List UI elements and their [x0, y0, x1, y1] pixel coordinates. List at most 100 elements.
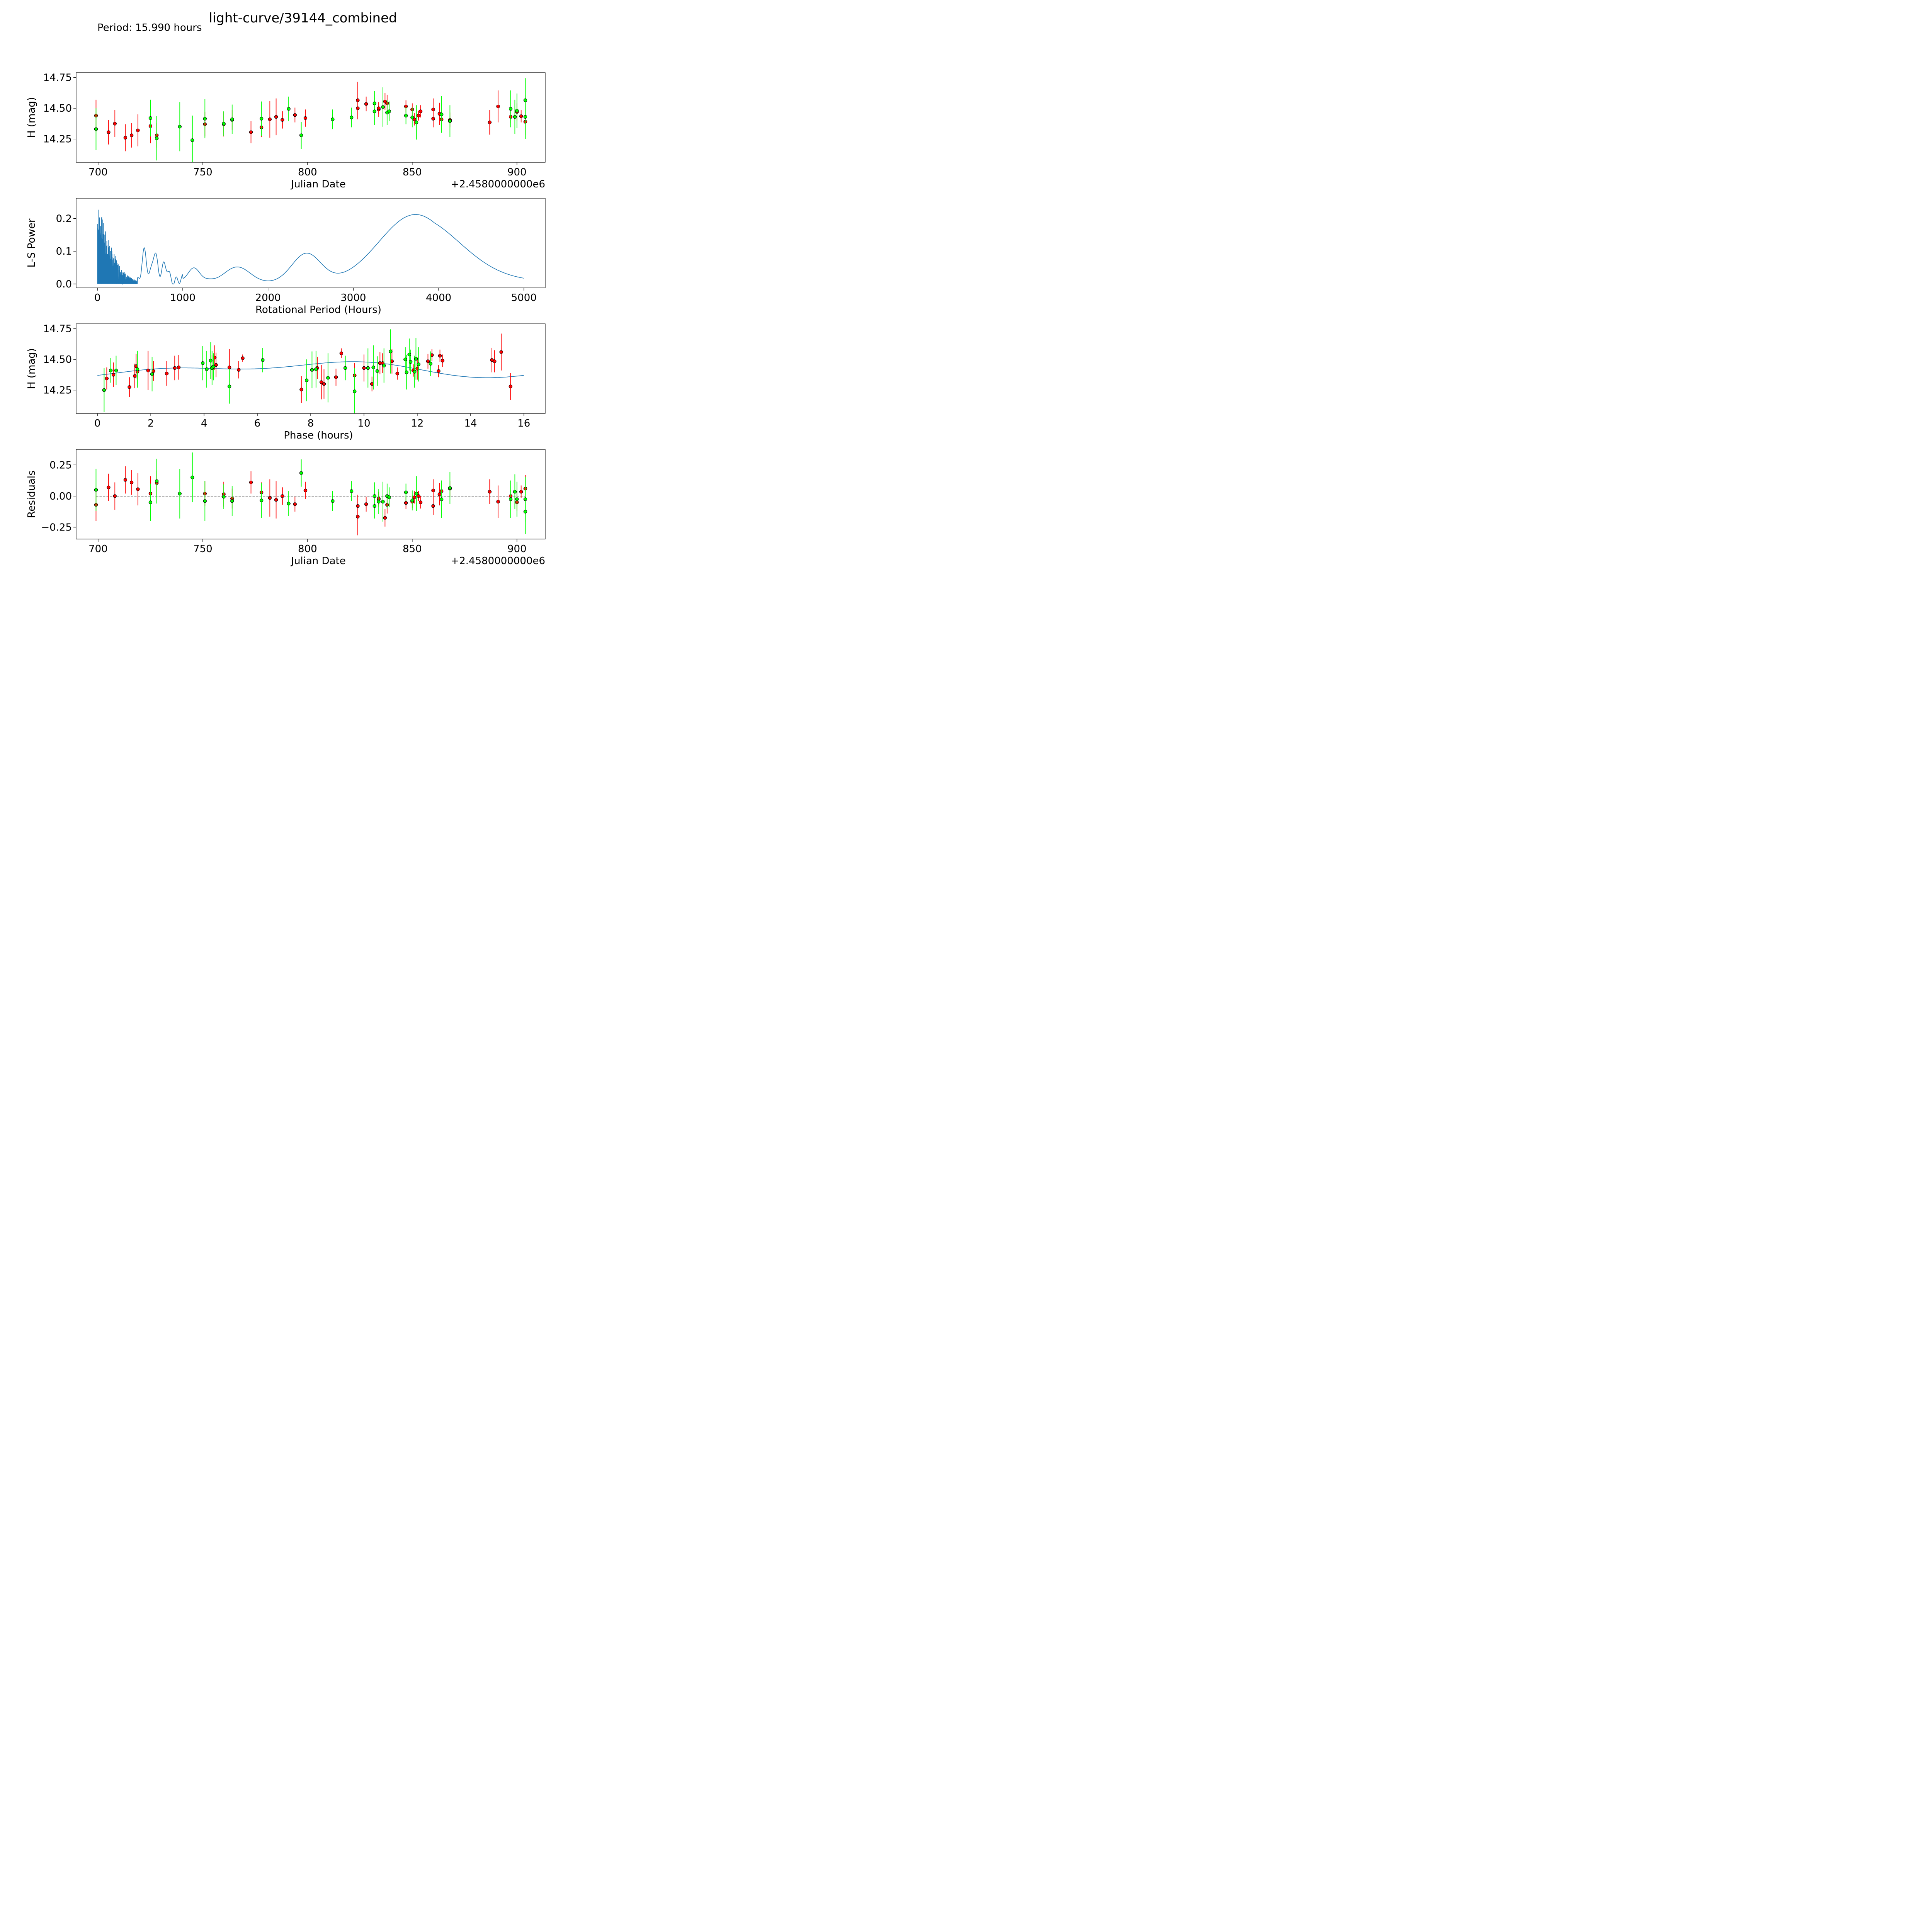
- residuals-offset-text: +2.4580000000e6: [451, 555, 545, 567]
- lightcurve-green-point: [372, 101, 376, 105]
- lightcurve-green-point: [222, 122, 226, 126]
- figure-title: light-curve/39144_combined: [209, 10, 397, 26]
- residuals-green-point: [331, 499, 335, 503]
- phasefold-red-point: [334, 375, 338, 379]
- periodogram-ytick-label: 0.0: [56, 279, 72, 290]
- periodogram-xtick-label: 1000: [170, 292, 196, 304]
- residuals-green-point: [377, 500, 381, 504]
- figure: light-curve/39144_combined Period: 15.99…: [0, 0, 606, 606]
- residuals-green-point: [410, 498, 414, 502]
- lightcurve-xtick-label: 700: [88, 167, 108, 178]
- figure-background: [0, 0, 606, 606]
- phasefold-red-point: [128, 385, 131, 389]
- periodogram-xtick-label: 4000: [426, 292, 451, 304]
- residuals-green-point: [523, 497, 527, 501]
- residuals-green-point: [509, 497, 513, 501]
- residuals-red-point: [356, 504, 360, 508]
- phasefold-panel: 0 2 4 6 8 10 12 14 16 14.25 14.50 14.75 Phase (hours…: [26, 323, 546, 441]
- residuals-green-point: [148, 500, 153, 504]
- phasefold-green-point: [209, 359, 213, 363]
- lightcurve-red-point: [129, 133, 134, 137]
- phasefold-green-point: [314, 367, 318, 371]
- periodogram-xtick-label: 5000: [511, 292, 537, 304]
- residuals-red-point: [268, 496, 272, 500]
- phasefold-red-point: [437, 369, 440, 373]
- phasefold-green-point: [382, 364, 386, 367]
- phasefold-green-point: [353, 389, 357, 393]
- residuals-red-point: [496, 500, 500, 504]
- phasefold-green-point: [366, 366, 370, 370]
- periodogram-ytick-label: 0.1: [56, 246, 72, 257]
- lightcurve-red-point: [356, 98, 360, 102]
- residuals-red-point: [123, 478, 128, 482]
- phasefold-green-point: [429, 362, 433, 366]
- residuals-red-point: [136, 487, 140, 491]
- lightcurve-red-point: [281, 118, 284, 122]
- phasefold-red-point: [440, 359, 445, 363]
- lightcurve-red-point: [274, 115, 278, 119]
- residuals-ytick-label: −0.25: [41, 522, 72, 533]
- residuals-red-point: [412, 495, 416, 499]
- residuals-red-point: [431, 504, 435, 508]
- phasefold-xtick-label: 12: [411, 418, 423, 429]
- phasefold-green-point: [407, 352, 411, 357]
- ls-power-line: [97, 209, 524, 285]
- residuals-green-point: [372, 494, 376, 498]
- phasefold-green-point: [205, 367, 209, 371]
- residuals-green-point: [372, 504, 376, 508]
- phasefold-red-point: [299, 388, 303, 391]
- lightcurve-green-point: [410, 116, 414, 119]
- residuals-green-point: [299, 471, 303, 475]
- lightcurve-xtick-label: 900: [507, 167, 527, 178]
- residuals-green-point: [515, 497, 519, 501]
- phasefold-red-point: [133, 374, 137, 378]
- periodogram-xtick-label: 3000: [340, 292, 366, 304]
- lightcurve-green-point: [190, 138, 194, 142]
- residuals-ylabel: Residuals: [26, 470, 37, 518]
- phasefold-red-point: [438, 354, 442, 358]
- lightcurve-red-point: [496, 104, 500, 109]
- residuals-xtick-label: 750: [193, 543, 213, 555]
- lightcurve-green-point: [404, 114, 408, 117]
- residuals-red-point: [488, 490, 492, 494]
- lightcurve-ytick-label: 14.25: [43, 134, 72, 145]
- lightcurve-red-point: [249, 130, 253, 134]
- residuals-red-point: [356, 515, 360, 519]
- residuals-green-point: [230, 499, 234, 503]
- phasefold-xtick-label: 14: [464, 418, 477, 429]
- phasefold-red-point: [426, 359, 430, 363]
- lightcurve-green-point: [523, 98, 527, 102]
- lightcurve-ytick-label: 14.75: [43, 72, 72, 84]
- periodogram-xtick-label: 2000: [255, 292, 281, 304]
- lightcurve-red-point: [123, 136, 128, 140]
- residuals-xtick-label: 700: [88, 543, 108, 555]
- lightcurve-panel: 700 750 800 850 900 14.25 14.50 14.75 Julian Dat…: [26, 72, 546, 190]
- residuals-green-point: [414, 492, 418, 496]
- lightcurve-green-point: [155, 136, 159, 140]
- lightcurve-red-point: [418, 109, 423, 113]
- residuals-green-point: [222, 495, 226, 499]
- phasefold-green-point: [408, 360, 413, 364]
- phasefold-green-point: [109, 369, 113, 372]
- periodogram-xlabel: Rotational Period (Hours): [255, 304, 381, 316]
- residuals-xtick-label: 800: [298, 543, 317, 555]
- phasefold-green-point: [375, 369, 379, 373]
- phasefold-red-point: [509, 384, 513, 388]
- lightcurve-red-point: [113, 122, 117, 126]
- phasefold-green-point: [150, 372, 154, 376]
- lightcurve-green-point: [259, 117, 264, 121]
- phasefold-red-point: [237, 368, 241, 372]
- phasefold-red-point: [499, 350, 503, 354]
- lightcurve-plot-area: [94, 78, 527, 162]
- phasefold-green-point: [405, 370, 409, 374]
- lightcurve-xtick-label: 750: [193, 167, 213, 178]
- phasefold-red-point: [339, 351, 344, 355]
- lightcurve-green-point: [523, 115, 527, 119]
- lightcurve-xtick-label: 850: [403, 167, 422, 178]
- residuals-red-point: [113, 494, 117, 498]
- lightcurve-red-point: [417, 114, 420, 117]
- residuals-green-point: [381, 500, 385, 504]
- phasefold-red-point: [395, 372, 399, 376]
- phasefold-red-point: [177, 366, 181, 369]
- lightcurve-green-point: [372, 109, 376, 113]
